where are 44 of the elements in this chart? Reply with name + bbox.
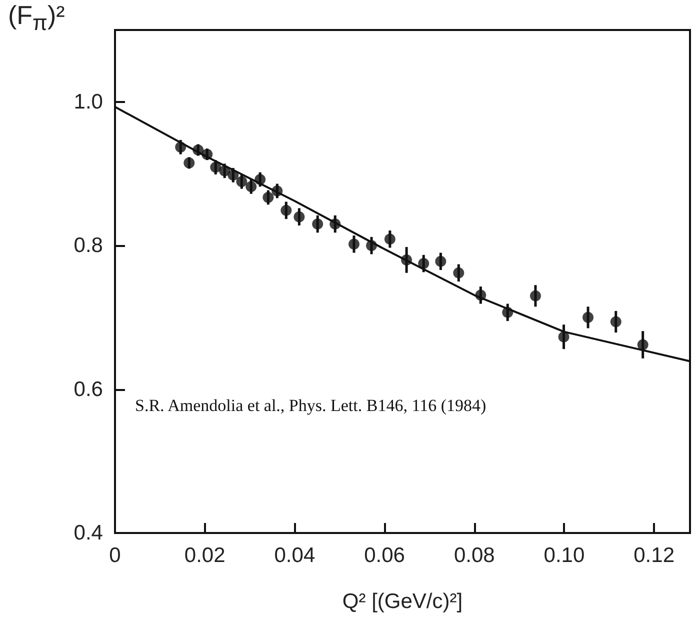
point — [210, 162, 222, 173]
point — [384, 234, 396, 245]
point — [312, 218, 324, 230]
point — [262, 192, 274, 203]
point — [246, 181, 257, 192]
point — [435, 256, 446, 267]
x-tick-label: 0.04 — [274, 544, 316, 567]
point — [272, 185, 283, 196]
point — [637, 339, 648, 350]
point — [228, 170, 239, 181]
y-axis-title: (F$_{π}$)² — [8, 0, 65, 36]
x-tick-label: 0.06 — [364, 544, 405, 567]
y-tick-label: 0.8 — [74, 234, 103, 258]
point — [254, 174, 266, 185]
point — [610, 316, 622, 328]
point — [582, 312, 594, 323]
point — [418, 258, 430, 270]
point — [530, 290, 541, 302]
x-tick-label: 0.02 — [184, 544, 226, 567]
point — [453, 267, 464, 278]
x-tick-label: 0.10 — [544, 544, 585, 567]
point — [184, 157, 195, 168]
point — [348, 238, 360, 250]
point — [236, 176, 248, 188]
point — [280, 204, 292, 216]
point — [502, 306, 514, 318]
point — [330, 218, 341, 230]
y-tick-label: 0.4 — [74, 522, 104, 544]
point — [192, 144, 204, 156]
point — [202, 148, 213, 160]
y-tick-label: 1.0 — [74, 90, 103, 114]
x-tick-label: 0.12 — [634, 544, 674, 567]
point — [366, 240, 378, 252]
point — [475, 290, 486, 301]
point — [219, 165, 230, 176]
point — [175, 142, 186, 153]
x-tick-label: 0 — [109, 544, 121, 567]
point — [558, 331, 570, 342]
annotation: S.R. Amendolia et al., Phys. Lett. B146, 116 (1984) — [135, 396, 486, 415]
point — [294, 211, 305, 222]
x-axis-title: Q² [(GeV/c)²] — [342, 590, 463, 613]
y-tick-label: 0.6 — [74, 378, 103, 401]
x-tick-label: 0.08 — [454, 544, 495, 567]
point — [401, 254, 412, 266]
